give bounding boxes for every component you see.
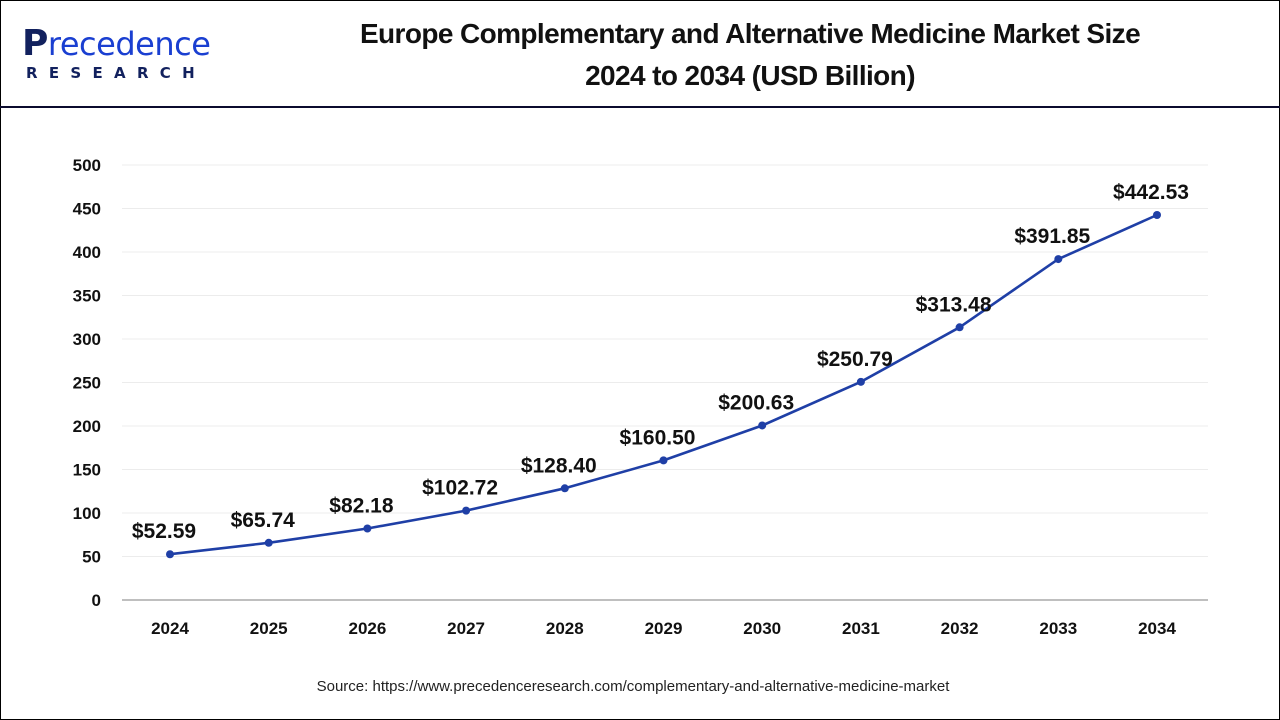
data-label: $442.53	[1113, 181, 1189, 204]
y-tick-label: 400	[73, 243, 101, 262]
data-label: $52.59	[132, 520, 196, 543]
y-tick-label: 50	[82, 548, 101, 567]
x-tick-label: 2029	[645, 619, 683, 638]
data-point	[856, 377, 865, 386]
data-point	[363, 524, 372, 533]
gridlines	[122, 164, 1208, 557]
data-label: $82.18	[329, 495, 394, 518]
data-point	[1054, 255, 1063, 264]
data-point	[166, 550, 174, 559]
data-label: $200.63	[718, 391, 794, 414]
x-tick-label: 2026	[348, 619, 386, 638]
chart-title-line1: Europe Complementary and Alternative Med…	[359, 18, 1141, 49]
chart-title-line2: 2024 to 2034 (USD Billion)	[585, 60, 915, 91]
x-tick-label: 2032	[941, 619, 979, 638]
series-line	[169, 213, 1158, 556]
y-axis-ticks: 0 50 100 150 200 250 300 350 400 450 500	[73, 156, 101, 610]
x-tick-label: 2031	[842, 619, 880, 638]
data-label: $160.50	[620, 426, 696, 449]
y-tick-label: 500	[73, 156, 101, 175]
source-note: Source: https://www.precedenceresearch.c…	[316, 678, 950, 695]
y-tick-label: 0	[92, 591, 101, 610]
data-label: $391.85	[1014, 225, 1090, 248]
x-tick-label: 2025	[250, 619, 288, 638]
data-label: $250.79	[817, 348, 893, 371]
x-tick-label: 2034	[1138, 619, 1176, 638]
data-point	[659, 456, 668, 465]
data-point	[462, 506, 471, 515]
data-label: $313.48	[916, 293, 992, 316]
data-label: $102.72	[422, 477, 498, 500]
y-tick-label: 450	[73, 200, 101, 219]
data-markers	[166, 210, 1161, 559]
brand-subtitle: RESEARCH	[26, 64, 206, 82]
data-label: $65.74	[231, 509, 296, 532]
y-tick-label: 300	[73, 330, 101, 349]
data-point	[955, 323, 964, 332]
y-tick-label: 200	[73, 417, 101, 436]
y-tick-label: 350	[73, 287, 101, 306]
x-tick-label: 2028	[546, 619, 584, 638]
x-tick-label: 2033	[1039, 619, 1077, 638]
brand-name: Precedence	[22, 23, 211, 64]
x-tick-label: 2027	[447, 619, 485, 638]
brand-name-rest: recedence	[47, 25, 211, 63]
y-tick-label: 150	[73, 461, 101, 480]
brand-initial: P	[22, 23, 48, 64]
data-label: $128.40	[521, 454, 597, 477]
y-tick-label: 100	[73, 504, 101, 523]
data-point	[560, 484, 569, 493]
data-labels: $52.59 $65.74 $82.18 $102.72 $128.40 $160.50 $…	[132, 181, 1189, 543]
x-axis-ticks: 2024 2025 2026 2027 2028 2029 2030 2031 2032 2033…	[151, 619, 1176, 638]
header: Precedence RESEARCH Europe Complementary…	[0, 0, 1280, 108]
x-tick-label: 2030	[743, 619, 781, 638]
data-point	[1153, 210, 1161, 219]
data-point	[758, 421, 767, 430]
brand-logo: Precedence RESEARCH	[22, 26, 212, 86]
x-tick-label: 2024	[151, 619, 189, 638]
data-point	[264, 538, 273, 547]
y-tick-label: 250	[73, 374, 101, 393]
